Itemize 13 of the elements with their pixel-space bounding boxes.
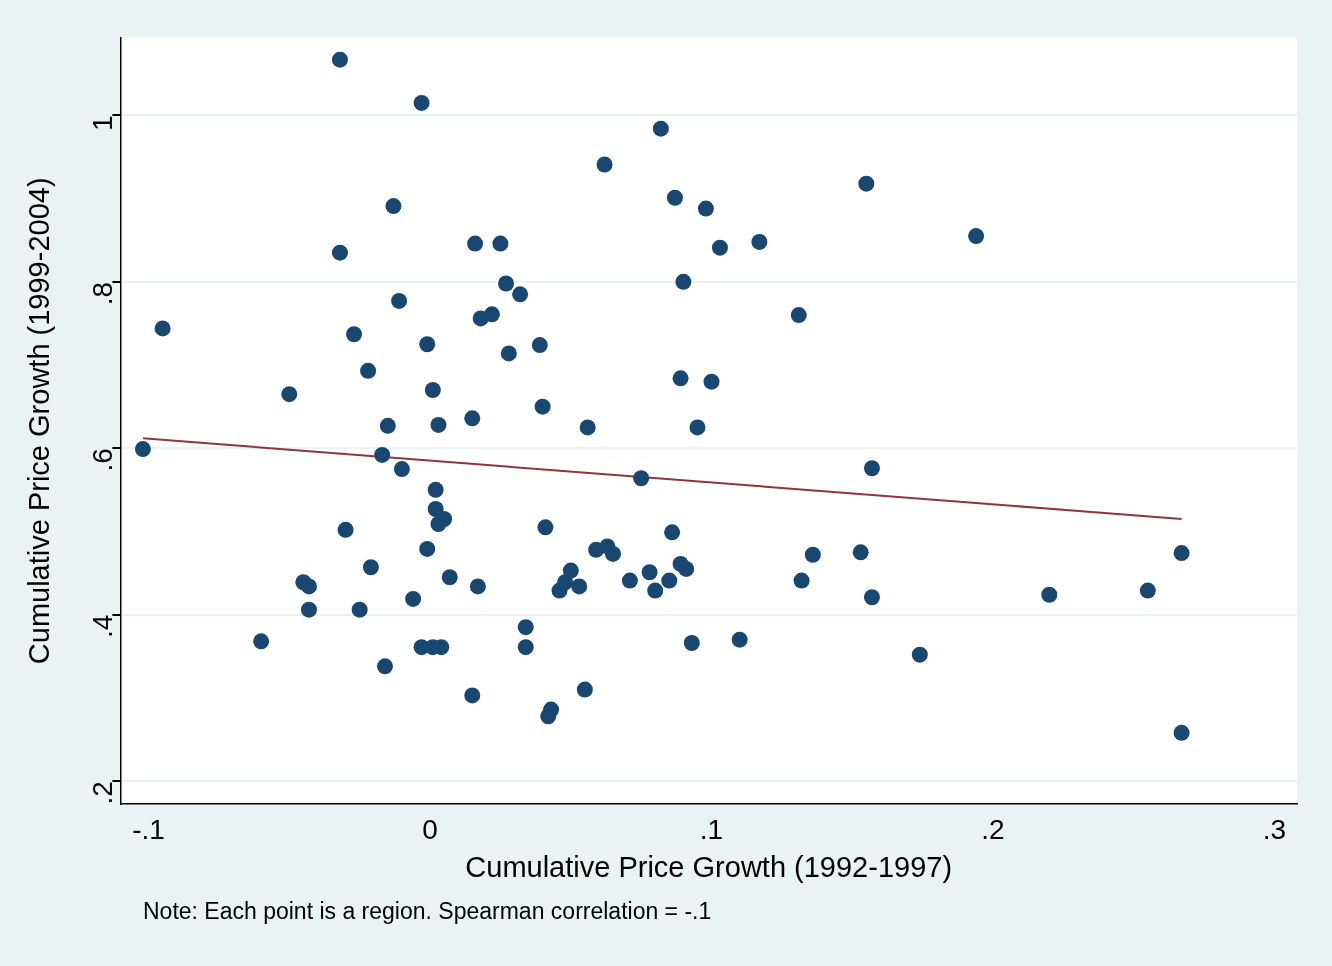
y-axis-title: Cumulative Price Growth (1999-2004) — [23, 177, 56, 665]
y-tick-label: .4 — [87, 614, 119, 639]
x-tick-label: .3 — [1262, 814, 1287, 846]
x-tick-label: .1 — [699, 814, 724, 846]
text: Note: Each point is a region. Spearman correlation = -.1 — [143, 898, 712, 925]
x-tick-label: -.1 — [132, 814, 165, 846]
x-tick-label: 0 — [422, 814, 438, 846]
y-tick-label: .6 — [87, 448, 119, 472]
y-tick-label: .2 — [87, 781, 119, 805]
x-axis-title: Cumulative Price Growth (1992-1997) — [465, 850, 953, 883]
y-tick-label: .8 — [87, 281, 119, 306]
y-tick-label: 1 — [87, 115, 119, 131]
x-tick-label: .2 — [981, 814, 1005, 846]
